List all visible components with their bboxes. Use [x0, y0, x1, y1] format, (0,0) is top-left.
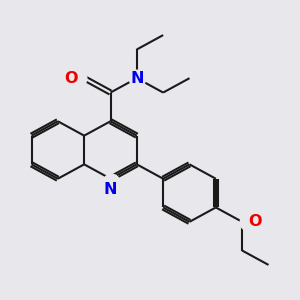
Text: O: O	[248, 214, 262, 229]
Text: N: N	[130, 71, 144, 86]
Text: O: O	[65, 71, 78, 86]
Text: N: N	[104, 182, 117, 197]
